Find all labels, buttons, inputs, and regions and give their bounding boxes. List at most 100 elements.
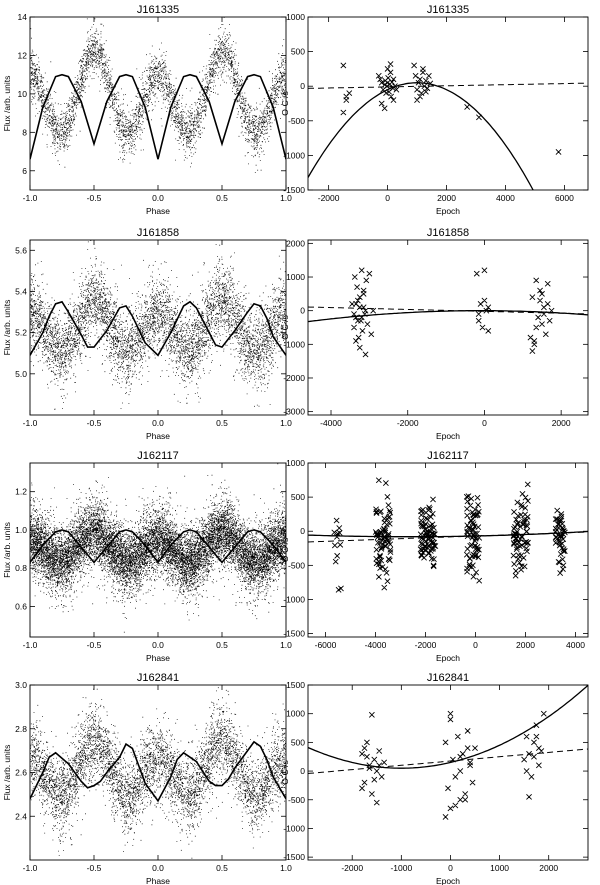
x-axis-label: Epoch bbox=[436, 431, 460, 441]
panel-6: J162117 Epoch O-C /s -6000 -4000 -2000 0 2000 40… bbox=[280, 450, 589, 663]
x-tick-label: -2000 bbox=[341, 863, 363, 873]
y-tick-label: 5.4 bbox=[15, 286, 27, 296]
x-tick-label: -1.0 bbox=[23, 193, 38, 203]
linear-fit-line bbox=[308, 306, 588, 315]
x-axis-label: Phase bbox=[146, 206, 170, 216]
axes-frame bbox=[307, 16, 589, 191]
y-tick-label: 2.4 bbox=[15, 811, 27, 821]
axes-frame bbox=[29, 462, 287, 638]
y-axis-label: Flux /arb. units bbox=[2, 300, 12, 356]
binned-light-curve bbox=[30, 300, 286, 357]
y-tick-label: -500 bbox=[288, 560, 305, 570]
y-tick-label: 14 bbox=[18, 12, 28, 22]
x-tick-label: -2000 bbox=[397, 418, 419, 428]
y-axis-label: O-C /s bbox=[280, 91, 290, 116]
y-tick-label: 5.0 bbox=[15, 369, 27, 379]
x-tick-label: -0.5 bbox=[87, 193, 102, 203]
panel-2: J161335 Epoch O-C /s -2000 0 2000 4000 6000 1000… bbox=[280, 4, 589, 216]
y-tick-label: 0.8 bbox=[15, 563, 27, 573]
binned-light-curve bbox=[30, 73, 286, 160]
x-tick-label: -0.5 bbox=[87, 418, 102, 428]
y-tick-label: -500 bbox=[288, 795, 305, 805]
panel-title: J161335 bbox=[137, 4, 179, 16]
plot-area bbox=[308, 61, 588, 190]
x-tick-label: 2000 bbox=[437, 193, 456, 203]
binned-light-curve bbox=[30, 529, 286, 564]
panel-title: J162117 bbox=[137, 450, 178, 462]
linear-fit-line bbox=[308, 531, 588, 543]
x-axis-label: Epoch bbox=[436, 206, 460, 216]
x-tick-label: 4000 bbox=[566, 640, 585, 650]
plot-area bbox=[308, 477, 588, 593]
linear-fit-line bbox=[308, 82, 588, 89]
x-tick-label: -4000 bbox=[365, 640, 387, 650]
panel-7: J162841 Phase Flux /arb. units -1.0 -0.5 0.0 0… bbox=[2, 672, 292, 885]
y-tick-label: 1000 bbox=[286, 458, 305, 468]
y-axis-label: Flux /arb. units bbox=[2, 76, 12, 132]
x-tick-label: -0.5 bbox=[87, 863, 102, 873]
x-axis-label: Phase bbox=[146, 653, 170, 663]
axes-frame bbox=[307, 462, 589, 638]
y-tick-label: 0 bbox=[300, 81, 305, 91]
x-tick-label: 0 bbox=[385, 193, 390, 203]
x-tick-label: 2000 bbox=[539, 863, 558, 873]
x-tick-label: 6000 bbox=[555, 193, 574, 203]
axes-frame bbox=[307, 684, 589, 861]
y-axis-label: O-C /s bbox=[280, 538, 290, 563]
plot-area bbox=[30, 240, 286, 415]
y-tick-label: -2000 bbox=[283, 373, 305, 383]
x-tick-label: 0.5 bbox=[216, 640, 228, 650]
y-tick-label: 0.6 bbox=[15, 601, 27, 611]
panel-title: J162841 bbox=[137, 672, 179, 684]
y-tick-label: -1000 bbox=[283, 594, 305, 604]
x-tick-label: -2000 bbox=[318, 193, 340, 203]
x-tick-label: 0 bbox=[473, 640, 478, 650]
quadratic-fit-line bbox=[308, 530, 588, 538]
panel-title: J162841 bbox=[427, 672, 469, 684]
y-tick-label: -1000 bbox=[283, 823, 305, 833]
y-tick-label: 1500 bbox=[286, 680, 305, 690]
axes-frame bbox=[307, 239, 589, 416]
plot-area bbox=[30, 687, 286, 859]
x-tick-label: 2000 bbox=[552, 418, 571, 428]
y-tick-label: 6 bbox=[22, 166, 27, 176]
panel-title: J161335 bbox=[427, 4, 469, 16]
y-tick-label: 10 bbox=[18, 89, 28, 99]
panel-4: J161858 Epoch O-C /s -4000 -2000 0 2000 2000 100… bbox=[280, 227, 589, 441]
y-tick-label: 500 bbox=[291, 47, 305, 57]
photometry-points bbox=[30, 463, 286, 633]
x-tick-label: 0.5 bbox=[216, 193, 228, 203]
y-axis-label: O-C /s bbox=[280, 315, 290, 340]
x-tick-label: 1000 bbox=[490, 863, 509, 873]
x-tick-label: 2000 bbox=[516, 640, 535, 650]
axes-frame bbox=[29, 239, 287, 416]
panel-3: J161858 Phase Flux /arb. units -1.0 -0.5 0.0 0… bbox=[2, 227, 292, 441]
y-tick-label: 0 bbox=[300, 306, 305, 316]
x-tick-label: 4000 bbox=[496, 193, 515, 203]
x-tick-label: 1.0 bbox=[280, 640, 292, 650]
y-tick-label: 1000 bbox=[286, 709, 305, 719]
y-tick-label: -1000 bbox=[283, 339, 305, 349]
axes-frame bbox=[29, 16, 287, 191]
y-axis-label: Flux /arb. units bbox=[2, 745, 12, 801]
x-tick-label: 0 bbox=[482, 418, 487, 428]
x-tick-label: -2000 bbox=[415, 640, 437, 650]
photometry-points bbox=[30, 240, 286, 415]
panel-title: J161858 bbox=[427, 227, 469, 239]
x-tick-label: 1.0 bbox=[280, 193, 292, 203]
x-tick-label: 1.0 bbox=[280, 418, 292, 428]
x-tick-label: 0.5 bbox=[216, 418, 228, 428]
x-tick-label: -1.0 bbox=[23, 863, 38, 873]
x-tick-label: 0.5 bbox=[216, 863, 228, 873]
y-tick-label: -1500 bbox=[283, 629, 305, 639]
quadratic-fit-line bbox=[308, 82, 534, 190]
y-tick-label: 1000 bbox=[286, 12, 305, 22]
y-tick-label: -500 bbox=[288, 116, 305, 126]
x-tick-label: -0.5 bbox=[87, 640, 102, 650]
y-tick-label: 5.2 bbox=[15, 328, 27, 338]
x-axis-label: Epoch bbox=[436, 876, 460, 885]
binned-light-curve bbox=[30, 740, 286, 803]
y-tick-label: 1.2 bbox=[15, 487, 27, 497]
x-tick-label: 0.0 bbox=[152, 418, 164, 428]
